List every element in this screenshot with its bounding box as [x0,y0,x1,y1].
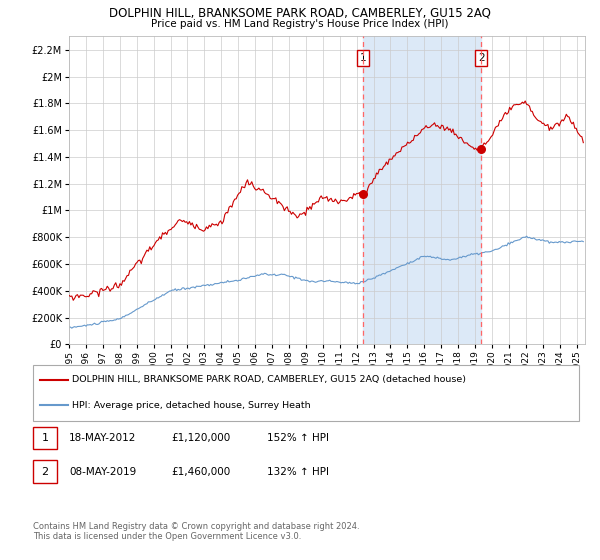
Text: DOLPHIN HILL, BRANKSOME PARK ROAD, CAMBERLEY, GU15 2AQ: DOLPHIN HILL, BRANKSOME PARK ROAD, CAMBE… [109,7,491,20]
Text: 1: 1 [360,53,367,63]
Point [476,144,486,153]
Text: £1,120,000: £1,120,000 [171,433,230,443]
Text: £1,460,000: £1,460,000 [171,466,230,477]
Text: Price paid vs. HM Land Registry's House Price Index (HPI): Price paid vs. HM Land Registry's House … [151,19,449,29]
Text: 1: 1 [41,433,49,443]
Text: 152% ↑ HPI: 152% ↑ HPI [267,433,329,443]
Text: This data is licensed under the Open Government Licence v3.0.: This data is licensed under the Open Gov… [33,532,301,541]
Text: DOLPHIN HILL, BRANKSOME PARK ROAD, CAMBERLEY, GU15 2AQ (detached house): DOLPHIN HILL, BRANKSOME PARK ROAD, CAMBE… [72,375,466,384]
Text: Contains HM Land Registry data © Crown copyright and database right 2024.: Contains HM Land Registry data © Crown c… [33,522,359,531]
Text: 08-MAY-2019: 08-MAY-2019 [69,466,136,477]
Text: 2: 2 [41,466,49,477]
Point [358,190,368,199]
Text: 2: 2 [478,53,484,63]
Text: HPI: Average price, detached house, Surrey Heath: HPI: Average price, detached house, Surr… [72,401,311,410]
Text: 18-MAY-2012: 18-MAY-2012 [69,433,136,443]
Text: 132% ↑ HPI: 132% ↑ HPI [267,466,329,477]
Bar [363,36,481,344]
